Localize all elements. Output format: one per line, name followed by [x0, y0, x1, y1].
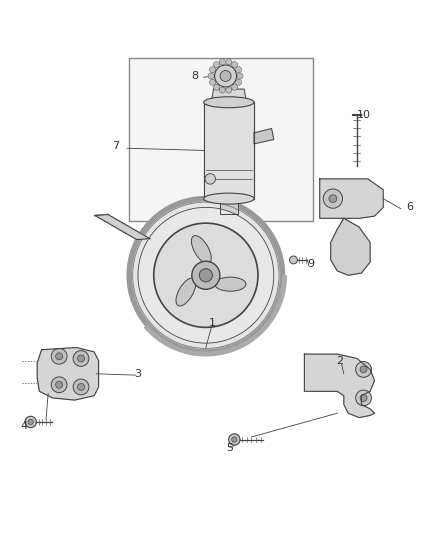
Polygon shape	[204, 102, 254, 199]
Circle shape	[232, 437, 237, 442]
Circle shape	[209, 79, 215, 85]
Circle shape	[192, 261, 220, 289]
Text: 5: 5	[226, 443, 233, 453]
Polygon shape	[95, 215, 150, 240]
Circle shape	[73, 379, 89, 395]
Circle shape	[232, 62, 238, 68]
Circle shape	[236, 79, 242, 85]
Circle shape	[213, 84, 219, 90]
Ellipse shape	[215, 277, 246, 291]
Circle shape	[56, 353, 63, 360]
Circle shape	[51, 349, 67, 364]
Polygon shape	[331, 219, 370, 275]
Circle shape	[129, 199, 283, 352]
Circle shape	[28, 419, 33, 425]
Circle shape	[154, 223, 258, 327]
Polygon shape	[254, 128, 274, 144]
Circle shape	[329, 195, 337, 203]
Polygon shape	[220, 199, 238, 214]
Circle shape	[229, 434, 240, 445]
Ellipse shape	[204, 193, 254, 204]
Circle shape	[138, 207, 274, 343]
Circle shape	[209, 67, 215, 73]
Text: 1: 1	[209, 318, 216, 328]
Text: 10: 10	[357, 110, 371, 120]
Circle shape	[199, 269, 212, 282]
Circle shape	[237, 73, 243, 79]
Circle shape	[226, 87, 232, 93]
Text: 9: 9	[307, 260, 314, 269]
Circle shape	[290, 256, 297, 264]
Circle shape	[51, 377, 67, 393]
Circle shape	[78, 383, 85, 391]
Polygon shape	[37, 348, 99, 400]
Text: 3: 3	[134, 369, 141, 379]
Circle shape	[56, 381, 63, 388]
Circle shape	[360, 366, 367, 373]
Circle shape	[215, 65, 237, 87]
Circle shape	[219, 59, 226, 65]
Circle shape	[78, 355, 85, 362]
Polygon shape	[320, 179, 383, 219]
Text: 8: 8	[191, 71, 198, 81]
Circle shape	[323, 189, 343, 208]
Circle shape	[25, 416, 36, 427]
Text: 2: 2	[336, 356, 343, 366]
Circle shape	[205, 174, 215, 184]
Circle shape	[208, 73, 214, 79]
Ellipse shape	[204, 97, 254, 108]
Polygon shape	[212, 89, 247, 102]
Circle shape	[356, 390, 371, 406]
Circle shape	[219, 87, 226, 93]
Text: 7: 7	[113, 141, 120, 151]
Polygon shape	[304, 354, 374, 418]
Circle shape	[213, 62, 219, 68]
Ellipse shape	[176, 278, 196, 306]
Circle shape	[356, 361, 371, 377]
Circle shape	[360, 394, 367, 401]
Circle shape	[236, 67, 242, 73]
Circle shape	[232, 84, 238, 90]
Text: 4: 4	[21, 422, 28, 431]
Ellipse shape	[191, 236, 211, 264]
Text: 6: 6	[406, 203, 413, 212]
Circle shape	[220, 70, 231, 82]
Circle shape	[73, 351, 89, 366]
Bar	[129, 59, 313, 221]
Circle shape	[226, 59, 232, 65]
